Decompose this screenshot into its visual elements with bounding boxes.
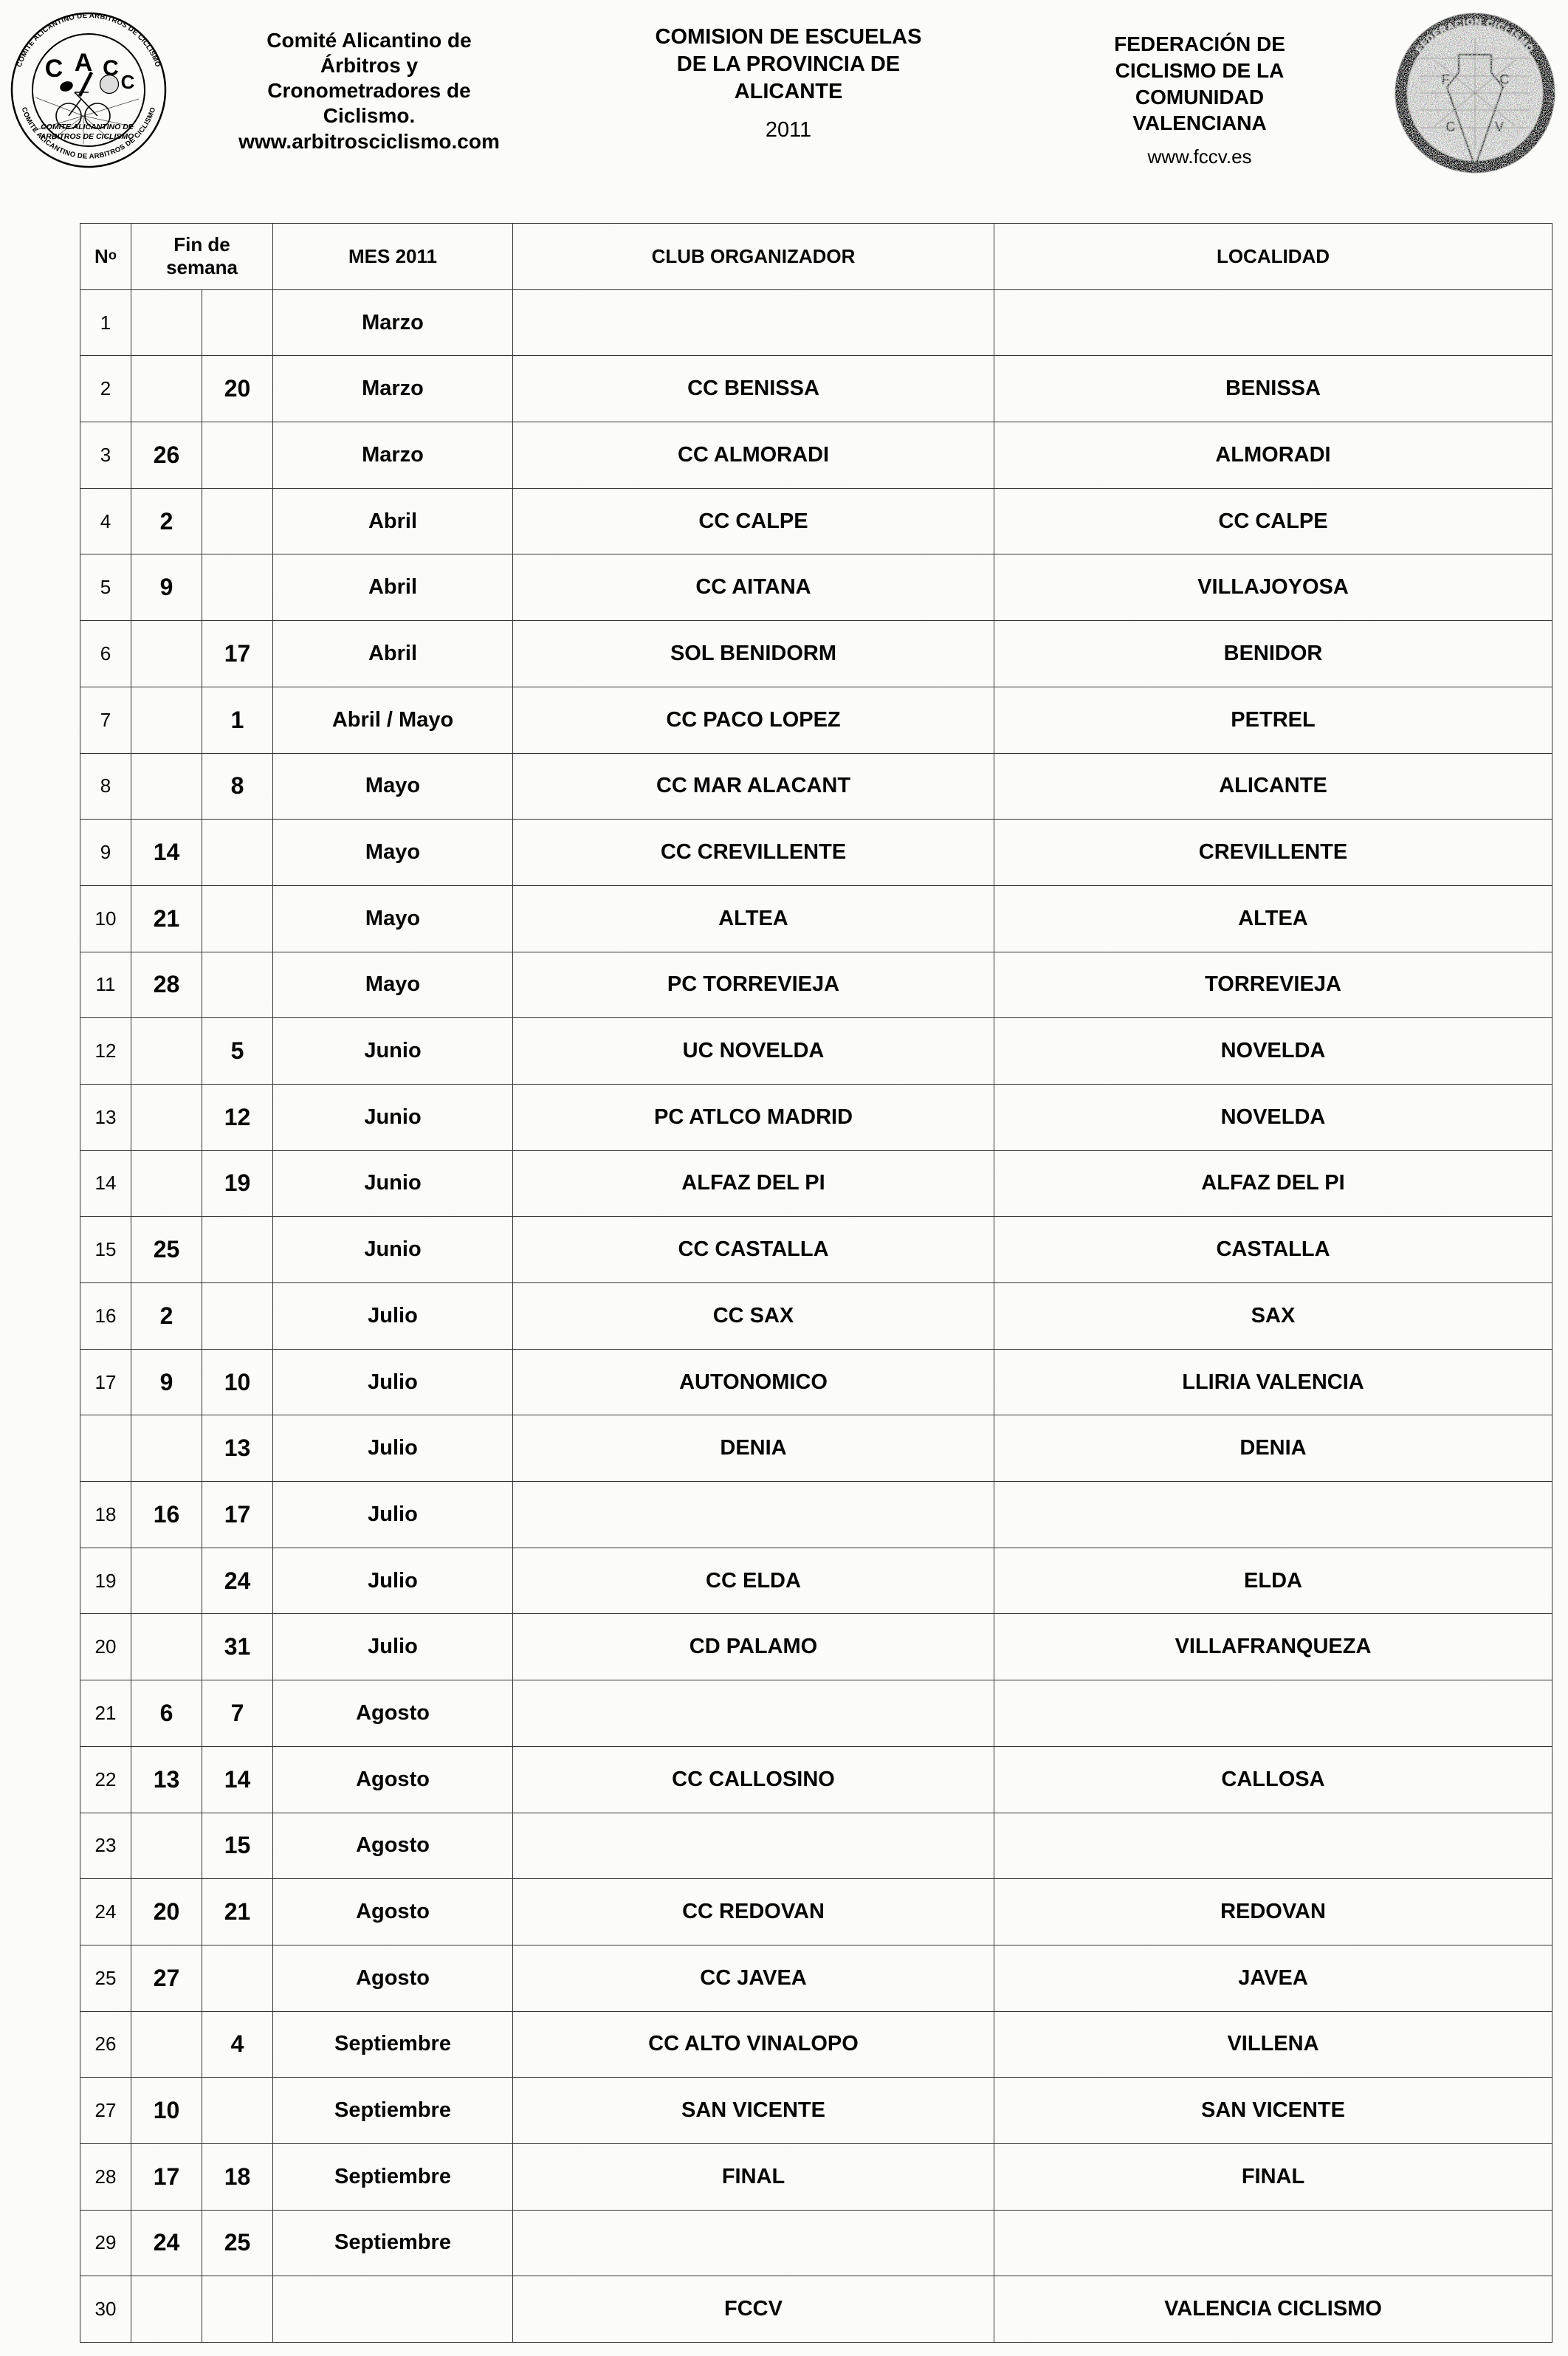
svg-text:C: C (121, 71, 135, 93)
svg-text:F: F (1441, 72, 1450, 88)
svg-text:COMITE ALICANTINO DE: COMITE ALICANTINO DE (41, 123, 134, 131)
svg-text:C: C (1499, 72, 1510, 88)
svg-text:C: C (45, 55, 63, 83)
svg-text:ARBITROS DE CICLISMO: ARBITROS DE CICLISMO (40, 132, 134, 141)
svg-text:C: C (1445, 120, 1456, 135)
svg-text:V: V (1495, 120, 1505, 135)
